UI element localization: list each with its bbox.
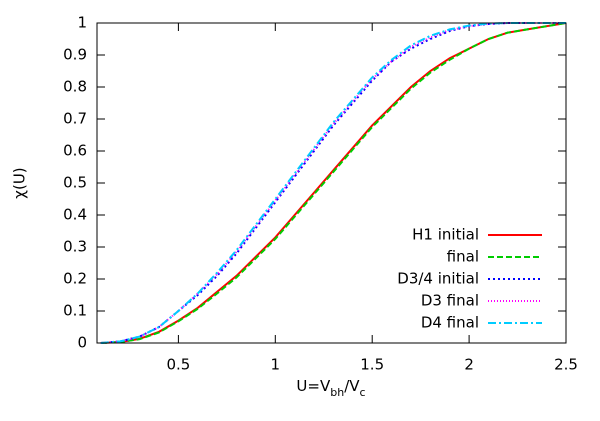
x-tick-label: 0.5	[166, 356, 190, 374]
x-axis-label: U=Vbh/Vc	[296, 377, 365, 399]
legend-label: final	[447, 248, 479, 266]
y-tick-label: 0.3	[63, 238, 87, 256]
y-tick-label: 0.9	[63, 46, 87, 64]
y-tick-label: 0.1	[63, 302, 87, 320]
series-line	[100, 22, 567, 344]
x-tick-label: 2	[464, 356, 474, 374]
x-tick-label: 1	[271, 356, 281, 374]
y-tick-label: 0.8	[63, 78, 87, 96]
y-tick-label: 0.6	[63, 142, 87, 160]
x-tick-label: 2.5	[554, 356, 578, 374]
y-tick-label: 0.2	[63, 270, 87, 288]
series-line	[100, 22, 567, 344]
legend-label: D3 final	[421, 292, 479, 310]
legend-label: H1 initial	[412, 226, 479, 244]
y-tick-label: 1	[77, 14, 87, 32]
series-line	[100, 22, 566, 344]
x-axis-label-part: bh	[330, 386, 344, 399]
y-tick-label: 0.4	[63, 206, 87, 224]
series-line	[100, 22, 566, 344]
series-line	[100, 22, 566, 344]
plot-frame	[96, 22, 567, 344]
y-tick-label: 0.5	[63, 174, 87, 192]
x-axis-label-part: U=V	[296, 377, 331, 395]
y-tick-label: 0.7	[63, 110, 87, 128]
x-tick-label: 1.5	[360, 356, 384, 374]
legend-label: D3/4 initial	[397, 270, 479, 288]
y-tick-label: 0	[77, 334, 87, 352]
x-axis-label-part: /V	[344, 377, 360, 395]
x-axis-label-part: c	[360, 386, 366, 399]
legend-label: D4 final	[421, 314, 479, 332]
y-axis-label: χ(U)	[11, 167, 29, 198]
